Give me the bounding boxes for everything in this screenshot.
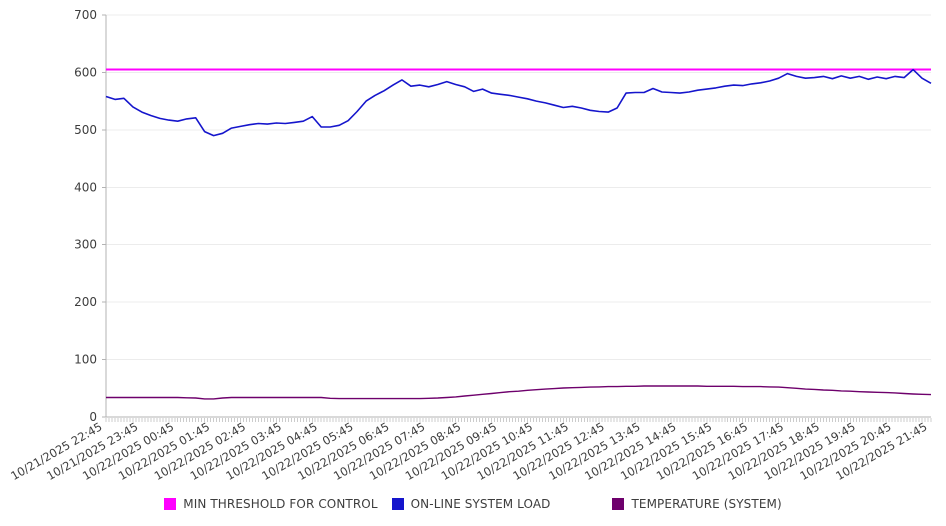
legend-item-min-threshold[interactable]: MIN THRESHOLD FOR CONTROL — [164, 497, 378, 511]
svg-text:600: 600 — [74, 65, 97, 79]
legend-label-temperature: TEMPERATURE (SYSTEM) — [631, 497, 782, 511]
svg-text:400: 400 — [74, 180, 97, 194]
legend-item-temperature[interactable]: TEMPERATURE (SYSTEM) — [612, 497, 782, 511]
svg-text:700: 700 — [74, 8, 97, 22]
chart-legend: MIN THRESHOLD FOR CONTROL ON-LINE SYSTEM… — [0, 497, 946, 511]
svg-text:500: 500 — [74, 123, 97, 137]
svg-text:100: 100 — [74, 353, 97, 367]
magenta-swatch-icon — [164, 498, 177, 510]
purple-swatch-icon — [612, 498, 625, 510]
svg-text:0: 0 — [89, 410, 97, 424]
legend-label-system-load: ON-LINE SYSTEM LOAD — [410, 497, 551, 511]
legend-label-min-threshold: MIN THRESHOLD FOR CONTROL — [183, 497, 378, 511]
svg-text:300: 300 — [74, 238, 97, 252]
legend-item-system-load[interactable]: ON-LINE SYSTEM LOAD — [391, 497, 551, 511]
blue-swatch-icon — [391, 498, 404, 510]
svg-text:200: 200 — [74, 295, 97, 309]
